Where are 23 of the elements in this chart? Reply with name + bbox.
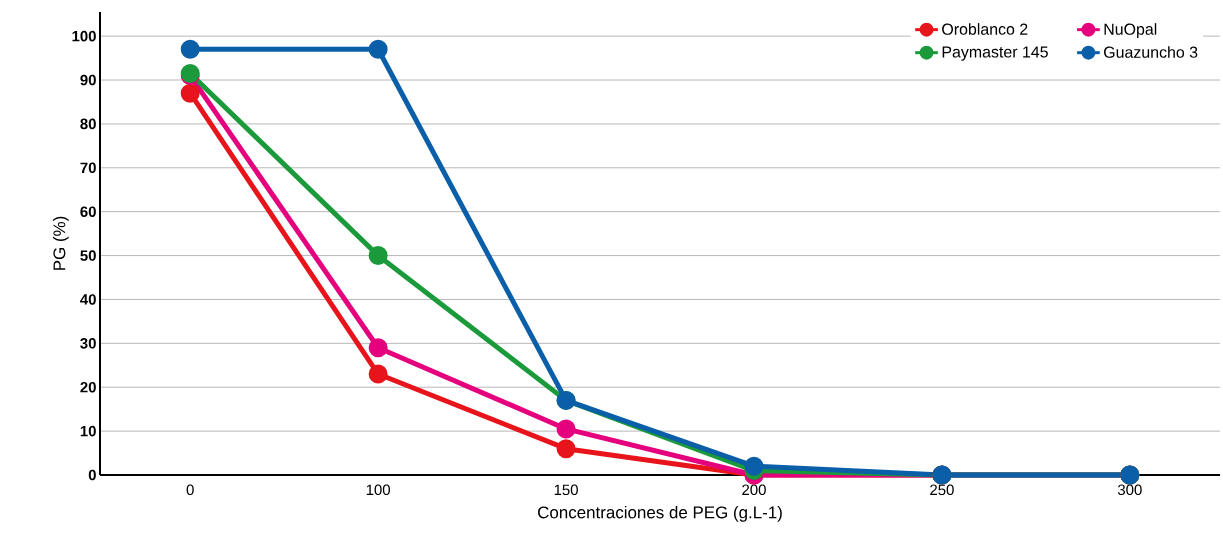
y-tick-label: 10 — [80, 425, 96, 437]
y-tick-label: 50 — [80, 250, 96, 261]
y-tick-label: 30 — [80, 338, 96, 349]
x-tick-label: 200 — [742, 484, 766, 496]
y-tick-label: 100 — [72, 30, 96, 42]
x-tick-label: 150 — [554, 484, 578, 496]
y-axis-title: PG (%) — [52, 216, 69, 270]
y-tick-label: 80 — [80, 118, 96, 130]
x-tick-label: 100 — [366, 484, 390, 496]
y-tick-label: 40 — [80, 294, 96, 305]
y-tick-label: 70 — [80, 162, 96, 174]
legend-label: Guazuncho 3 — [1104, 46, 1198, 58]
y-tick-label: 90 — [80, 74, 96, 86]
y-tick-label: 60 — [80, 206, 96, 217]
y-tick-label: 20 — [80, 381, 96, 393]
x-tick-label: 300 — [1117, 484, 1142, 496]
x-axis-title: Concentraciones de PEG (g.L-1) — [538, 505, 782, 522]
legend-label: NuOpal — [1104, 23, 1157, 38]
x-tick-label: 0 — [186, 484, 194, 496]
x-tick-label: 250 — [930, 484, 954, 496]
legend-label: Oroblanco 2 — [942, 23, 1028, 35]
y-tick-label: 0 — [88, 469, 96, 481]
legend-label: Paymaster 145 — [942, 46, 1048, 61]
